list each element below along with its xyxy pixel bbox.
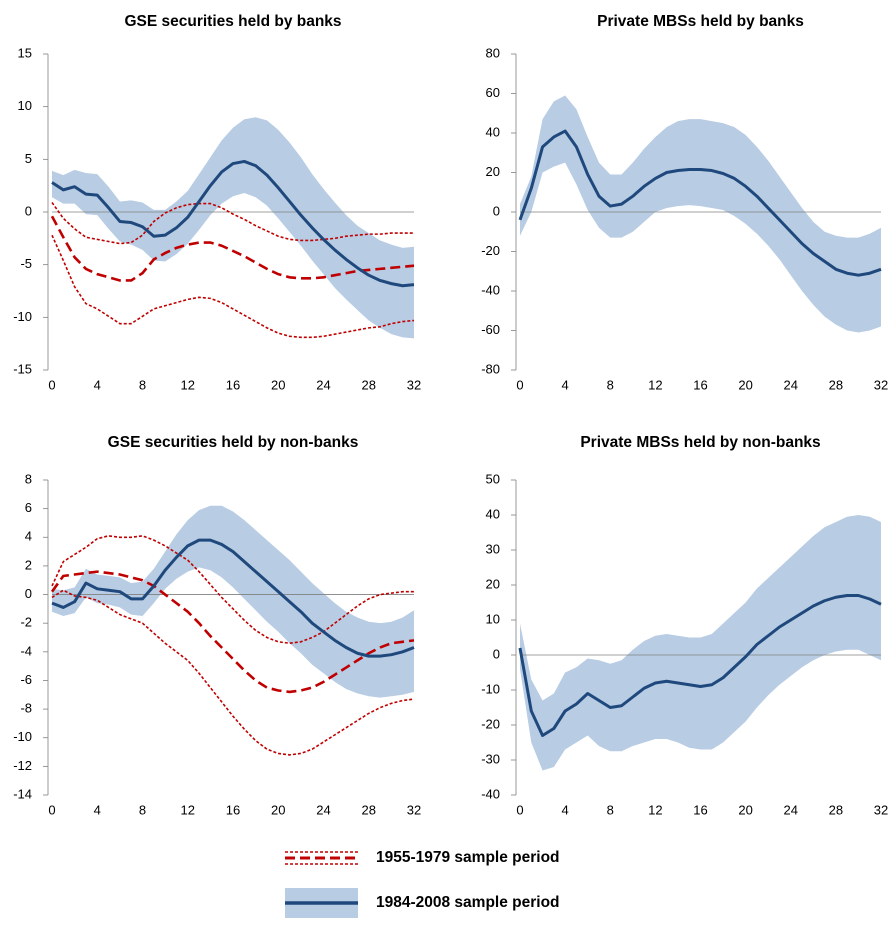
x-tick-label: 4	[562, 377, 569, 392]
y-tick-label: 40	[486, 506, 500, 521]
legend-label: 1955-1979 sample period	[376, 849, 560, 866]
bound-line	[51, 234, 415, 339]
x-tick-label: 24	[316, 377, 330, 392]
confidence-band	[52, 505, 414, 698]
x-tick-label: 0	[516, 377, 523, 392]
chart-title: Private MBSs held by banks	[597, 13, 804, 30]
x-tick-label: 4	[94, 802, 101, 817]
y-tick-label: -2	[20, 615, 32, 630]
y-tick-label: 0	[25, 586, 32, 601]
x-tick-label: 8	[139, 802, 146, 817]
bound-line	[51, 202, 414, 245]
y-tick-label: 10	[486, 611, 500, 626]
x-tick-label: 24	[784, 802, 798, 817]
x-tick-label: 28	[829, 377, 843, 392]
bound-line	[51, 589, 415, 756]
y-tick-label: -80	[481, 361, 500, 376]
y-tick-label: -14	[13, 786, 32, 801]
confidence-band	[520, 515, 881, 771]
x-tick-label: 20	[271, 802, 285, 817]
x-tick-label: 4	[562, 802, 569, 817]
x-tick-label: 8	[607, 802, 614, 817]
x-tick-label: 20	[738, 802, 752, 817]
x-tick-label: 0	[48, 802, 55, 817]
x-tick-label: 32	[407, 802, 421, 817]
series-line	[518, 594, 882, 737]
y-tick-label: 15	[18, 45, 32, 60]
y-tick-label: 30	[486, 541, 500, 556]
chart-title: Private MBSs held by non-banks	[580, 434, 820, 451]
y-tick-label: 0	[493, 646, 500, 661]
x-tick-label: 20	[738, 377, 752, 392]
y-tick-label: -20	[481, 716, 500, 731]
y-tick-label: -10	[481, 681, 500, 696]
series-line	[518, 129, 882, 277]
chart-title: GSE securities held by non-banks	[108, 434, 359, 451]
confidence-band	[520, 95, 881, 333]
y-tick-label: -30	[481, 751, 500, 766]
y-tick-label: 60	[486, 85, 500, 100]
y-tick-label: -10	[13, 729, 32, 744]
y-tick-label: 20	[486, 164, 500, 179]
y-tick-label: 0	[493, 203, 500, 218]
x-tick-label: 16	[693, 802, 707, 817]
y-tick-label: -4	[20, 643, 32, 658]
y-tick-label: -60	[481, 322, 500, 337]
series-line	[51, 159, 415, 288]
x-tick-label: 12	[648, 377, 662, 392]
y-tick-label: -8	[20, 701, 32, 716]
y-tick-label: -12	[13, 758, 32, 773]
chart-title: GSE securities held by banks	[124, 13, 341, 30]
y-tick-label: -10	[13, 309, 32, 324]
y-tick-label: -6	[20, 672, 32, 687]
y-tick-label: 2	[25, 557, 32, 572]
x-tick-label: 32	[407, 377, 421, 392]
y-tick-label: 6	[25, 500, 32, 515]
x-tick-label: 4	[94, 377, 101, 392]
x-tick-label: 28	[362, 377, 376, 392]
legend-label: 1984-2008 sample period	[376, 894, 560, 911]
series-line	[50, 215, 415, 282]
x-tick-label: 28	[829, 802, 843, 817]
y-tick-label: 0	[25, 203, 32, 218]
x-tick-label: 0	[516, 802, 523, 817]
y-tick-label: -15	[13, 361, 32, 376]
x-tick-label: 32	[874, 802, 888, 817]
y-tick-label: 10	[18, 98, 32, 113]
x-tick-label: 12	[648, 802, 662, 817]
x-tick-label: 8	[139, 377, 146, 392]
x-tick-label: 8	[607, 377, 614, 392]
y-tick-label: 20	[486, 576, 500, 591]
x-tick-label: 32	[874, 377, 888, 392]
y-tick-label: 5	[25, 151, 32, 166]
y-tick-label: 4	[25, 529, 32, 544]
y-tick-label: 8	[25, 471, 32, 486]
y-tick-label: -5	[20, 256, 32, 271]
x-tick-label: 16	[693, 377, 707, 392]
y-tick-label: -40	[481, 786, 500, 801]
x-tick-label: 0	[48, 377, 55, 392]
x-tick-label: 16	[226, 802, 240, 817]
y-tick-label: -20	[481, 243, 500, 258]
x-tick-label: 24	[784, 377, 798, 392]
x-tick-label: 12	[181, 377, 195, 392]
x-tick-label: 12	[181, 802, 195, 817]
x-tick-label: 28	[362, 802, 376, 817]
y-tick-label: -40	[481, 282, 500, 297]
y-tick-label: 50	[486, 471, 500, 486]
x-tick-label: 20	[271, 377, 285, 392]
confidence-band	[52, 117, 414, 339]
x-tick-label: 16	[226, 377, 240, 392]
series-line	[51, 538, 415, 658]
y-tick-label: 80	[486, 45, 500, 60]
bound-line	[51, 535, 414, 645]
y-tick-label: 40	[486, 124, 500, 139]
x-tick-label: 24	[316, 802, 330, 817]
series-line	[50, 570, 415, 694]
